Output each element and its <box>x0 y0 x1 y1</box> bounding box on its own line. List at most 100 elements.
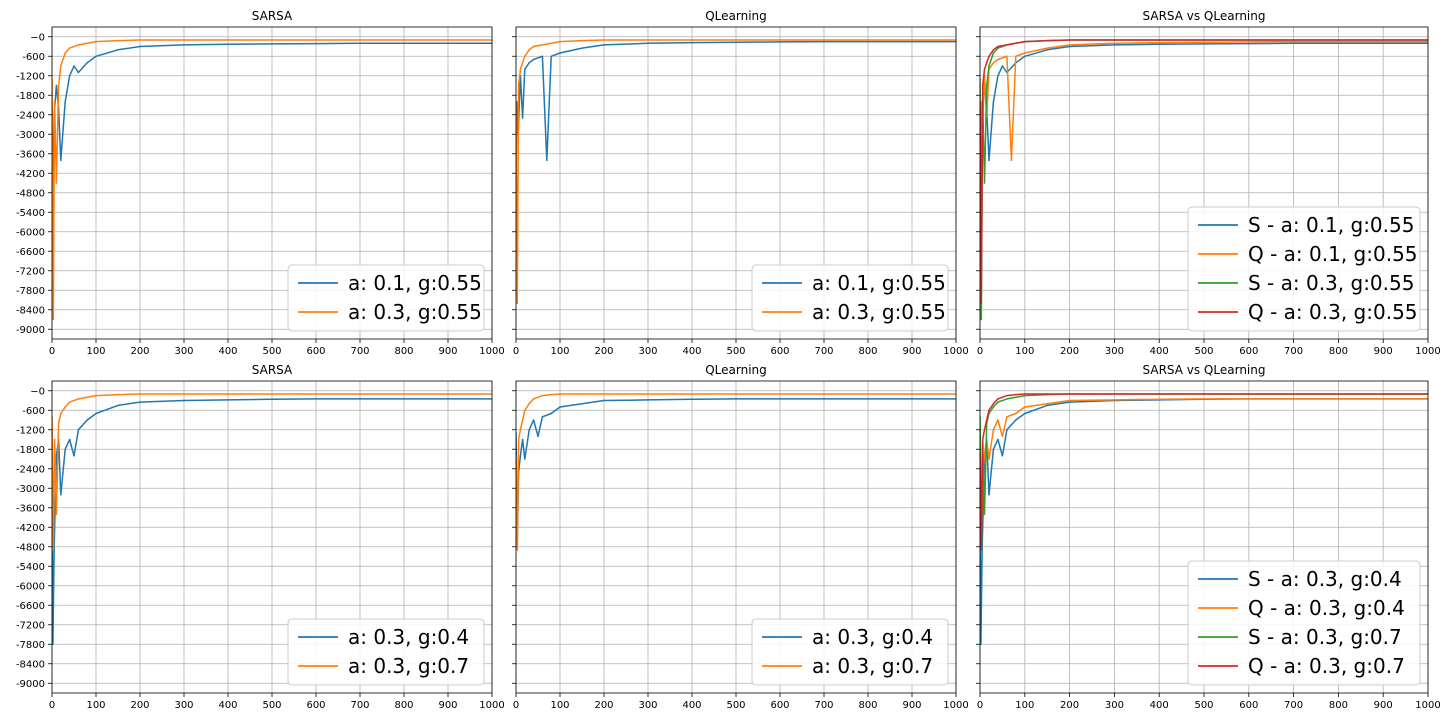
y-axis <box>512 36 516 330</box>
series-2-point <box>1015 55 1017 58</box>
x-tick-label: 500 <box>726 700 745 711</box>
series-2-point <box>519 68 522 71</box>
y-tick-label: -4800 <box>16 188 45 199</box>
x-tick-label: 800 <box>858 346 877 357</box>
series-1-point <box>227 399 229 401</box>
series-3-point <box>988 65 990 67</box>
series-4-point <box>1015 42 1017 45</box>
series-lines <box>980 393 1428 646</box>
legend: S - a: 0.1, g:0.55 Q - a: 0.1, g:0.55 S - … <box>1187 206 1421 332</box>
x-axis: 0 100 200 300 400 500 600 700 800 900 1000 <box>513 693 969 711</box>
series-1-point <box>980 643 982 646</box>
series-2-point <box>779 393 781 395</box>
series-4-point <box>1046 393 1048 395</box>
series-3-point <box>992 52 995 54</box>
series-1-point <box>139 45 141 48</box>
y-axis <box>512 390 516 684</box>
series-4-point <box>1006 44 1008 46</box>
x-tick-label: 400 <box>682 346 701 357</box>
x-tick-label: 100 <box>1015 346 1034 357</box>
series-2-point <box>550 42 552 45</box>
series-1-point <box>992 448 995 451</box>
series-2-point <box>271 39 273 41</box>
y-tick-label: -7200 <box>16 620 45 631</box>
series-4-point <box>1248 39 1250 41</box>
series-2-point <box>911 393 913 395</box>
subplot-title: SARSA <box>252 9 293 23</box>
y-tick-label: -4800 <box>16 542 45 553</box>
series-1-point <box>183 44 185 46</box>
x-axis: 0 100 200 300 400 500 600 700 800 900 1000 <box>49 693 505 711</box>
series-2-point <box>447 393 449 395</box>
series-1-point <box>139 401 141 403</box>
x-tick-label: 400 <box>218 700 237 711</box>
series-2-point <box>992 428 995 431</box>
x-tick-label: 100 <box>1015 700 1034 711</box>
x-tick-label: 100 <box>86 700 105 711</box>
series-4-point <box>980 549 983 551</box>
subplot-6: 0 100 200 300 400 500 600 700 800 900 1000 SARSA vs… <box>976 363 1440 711</box>
series-4-point <box>1203 39 1205 41</box>
y-tick-label: -8400 <box>16 659 45 670</box>
x-axis: 0 100 200 300 400 500 600 700 800 900 1000 <box>977 693 1440 711</box>
series-2-point <box>823 39 825 41</box>
series-1-point <box>359 398 361 400</box>
legend-label: Q - a: 0.1, g:0.55 <box>1248 242 1418 266</box>
series-2-point <box>524 55 526 58</box>
x-tick-label: 100 <box>550 700 569 711</box>
x-tick-label: 800 <box>394 346 413 357</box>
series-1-point <box>1024 412 1026 415</box>
series-1-point <box>73 454 75 457</box>
series-2-point <box>603 39 605 41</box>
subplot-3: 0 100 200 300 400 500 600 700 800 900 1000 SARSA vs… <box>976 9 1440 357</box>
x-tick-label: 900 <box>902 346 921 357</box>
series-2-point <box>1382 40 1384 43</box>
series-1-point <box>911 40 913 43</box>
x-tick-label: 800 <box>394 700 413 711</box>
series-1-point <box>550 55 552 58</box>
series-4-point <box>992 402 995 405</box>
x-axis: 0 100 200 300 400 500 600 700 800 900 1000 <box>977 339 1440 357</box>
x-tick-label: 500 <box>1194 346 1213 357</box>
series-1-point <box>60 493 62 496</box>
series-1-point <box>1015 419 1017 421</box>
series-2-point <box>60 412 62 415</box>
y-tick-label: -2400 <box>16 110 45 121</box>
subplot-5: 0 100 200 300 400 500 600 700 800 900 1000 QLearnin… <box>512 363 969 711</box>
series-2-point <box>86 396 88 399</box>
series-1-point <box>823 40 825 43</box>
series-1-point <box>403 42 405 45</box>
series-1-point <box>1382 42 1384 45</box>
series-2-point <box>647 39 649 41</box>
series-4-point <box>980 302 983 305</box>
series-2-point <box>867 39 869 41</box>
series-1-point <box>537 435 539 438</box>
y-tick-label: −0 <box>30 386 45 397</box>
series-2-point <box>57 422 60 425</box>
series-1-point <box>315 42 317 45</box>
y-tick-label: −0 <box>30 32 45 43</box>
series-2-point <box>1046 47 1048 49</box>
subplot-title: SARSA <box>252 363 293 377</box>
series-1-point <box>1046 48 1048 51</box>
series-1-point <box>73 65 75 67</box>
x-tick-label: 500 <box>726 346 745 357</box>
x-tick-label: 600 <box>1239 700 1258 711</box>
y-tick-label: -5400 <box>16 562 45 573</box>
series-2-point <box>227 393 229 395</box>
series-3-point <box>1024 394 1026 397</box>
series-1-point <box>867 398 869 400</box>
series-1-point <box>992 100 995 103</box>
series-2-point <box>1001 435 1004 438</box>
series-lines <box>52 393 492 646</box>
grid <box>51 27 493 339</box>
legend: a: 0.3, g:0.4 a: 0.3, g:0.7 <box>287 618 485 686</box>
y-tick-label: -3600 <box>16 149 45 160</box>
series-3-point <box>992 406 995 408</box>
series-2-point <box>517 438 520 441</box>
series-1-point <box>546 159 548 162</box>
series-4-point <box>981 84 984 87</box>
subplot-1: 0 100 200 300 400 500 600 700 800 900 1000 −0 -600 -1… <box>16 9 505 357</box>
series-2-point <box>68 47 71 49</box>
